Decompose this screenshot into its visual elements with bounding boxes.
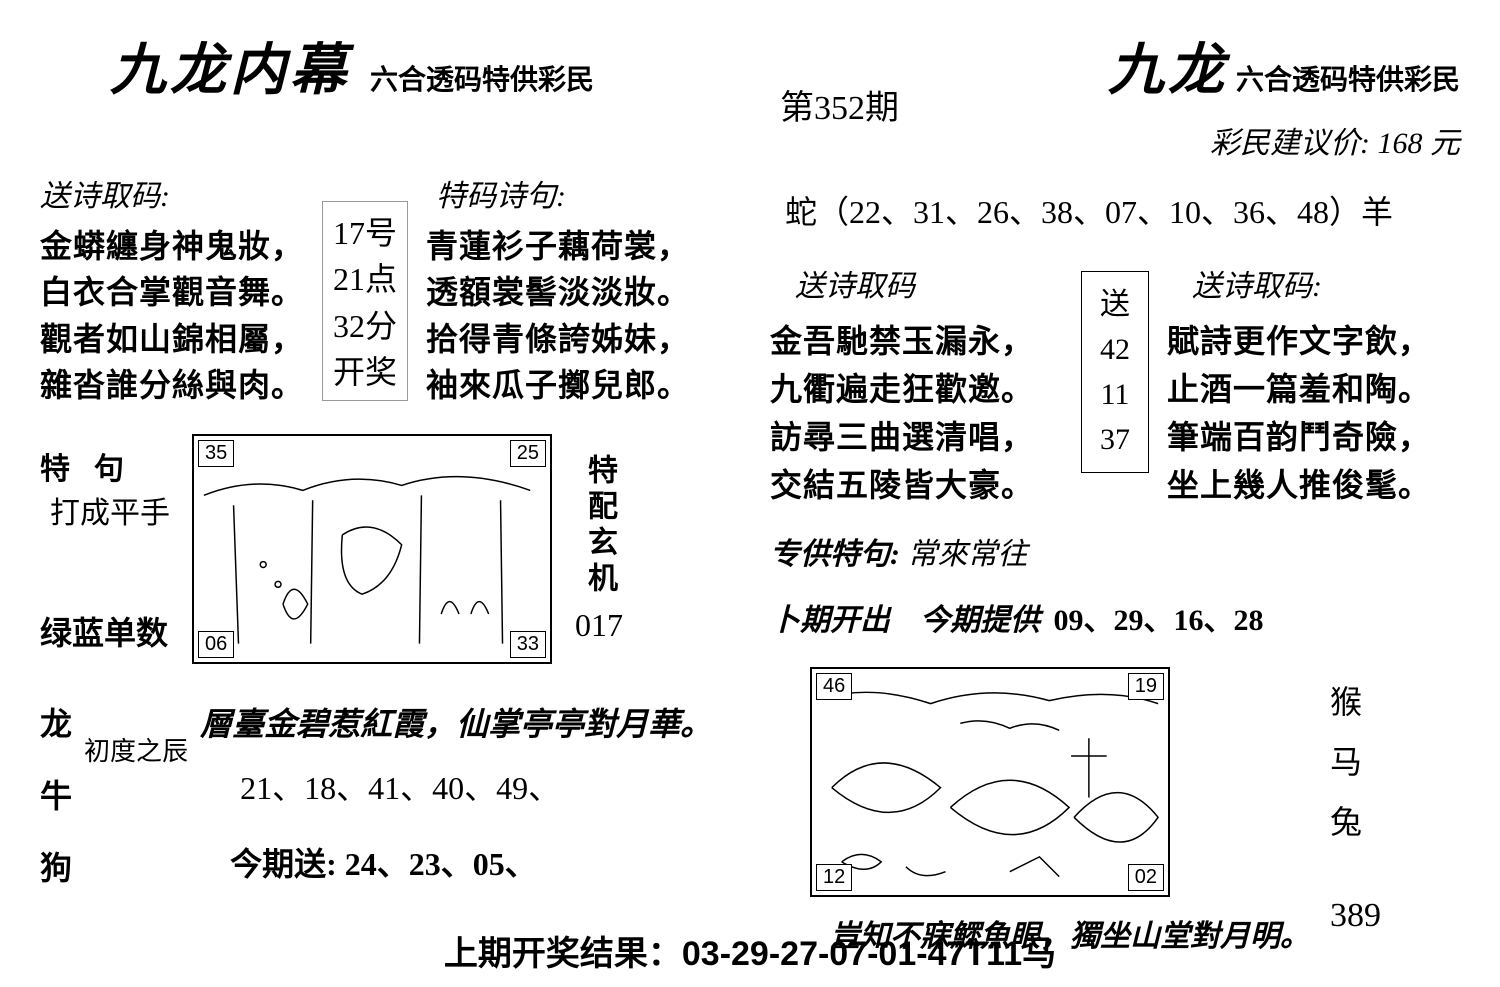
sendbox-cell: 37 — [1100, 417, 1130, 462]
left-zodiac-column: 龙 牛 狗 — [40, 699, 72, 889]
corner-br: 33 — [510, 631, 546, 658]
mid-label-bottom: 绿蓝单数 — [40, 608, 180, 654]
right-send-box: 送 42 11 37 — [1081, 271, 1149, 473]
left-number-box: 17号 21点 32分 开奖 — [322, 201, 408, 401]
right-poem-right: 送诗取码: 賦詩更作文字飲， 止酒一篇羞和陶。 筆端百韵鬥奇險， 坐上幾人推俊髦… — [1167, 261, 1460, 509]
right-subtitle: 六合透码特供彩民 — [1236, 58, 1460, 98]
right-sketch-box: 46 19 12 02 — [810, 667, 1170, 897]
mid-vertical-label: 特配玄机 — [577, 454, 621, 598]
provide-numbers: 09、29、16、28 — [1054, 604, 1264, 637]
poem2-line: 青蓮衫子藕荷裳， — [426, 223, 690, 269]
zodiac-item: 猴 — [1330, 677, 1381, 723]
mid-number: 017 — [575, 607, 623, 644]
r-poemR-line: 止酒一篇羞和陶。 — [1167, 365, 1460, 413]
tj-value: 常來常往 — [908, 538, 1028, 571]
zodiac-item: 龙 — [40, 699, 72, 745]
tj-label: 专供特句: — [770, 538, 900, 571]
left-couplet: 層臺金碧惹紅霞，仙掌亭亭對月華。 — [200, 699, 730, 745]
r-poemL-line: 金吾馳禁玉漏永， — [770, 317, 1063, 365]
poem1-line: 金蟒纏身神鬼妝， — [40, 223, 304, 269]
r-poemR-header: 送诗取码: — [1192, 261, 1460, 305]
corner-br: 02 — [1128, 864, 1164, 891]
poem2-line: 拾得青條誇姊妹， — [426, 316, 690, 362]
zodiac-item: 狗 — [40, 843, 72, 889]
left-title: 九龙内幕 — [110, 25, 350, 106]
poem1-line: 白衣合掌觀音舞。 — [40, 269, 304, 315]
r-poemL-line: 交結五陵皆大豪。 — [770, 461, 1063, 509]
right-sketch-doodle — [812, 669, 1168, 896]
left-send-line: 今期送: 24、23、05、 — [230, 839, 730, 885]
zodiac-item: 牛 — [40, 771, 72, 817]
r-poemL-line: 訪尋三曲選清唱， — [770, 413, 1063, 461]
left-poem-1: 送诗取码: 金蟒纏身神鬼妝， 白衣合掌觀音舞。 觀者如山錦相屬， 雜沓誰分絲與肉… — [40, 171, 304, 409]
zodiac-number-line: 蛇（22、31、26、38、07、10、36、48）羊 — [785, 187, 1460, 233]
left-sketch-doodle — [194, 436, 550, 663]
footer-result: 上期开奖结果：03-29-27-07-01-47T11马 — [0, 926, 1500, 975]
numbox-cell: 17号 — [333, 210, 397, 256]
poem2-header: 特码诗句: — [436, 171, 690, 215]
cdzc-label: 初度之辰 — [84, 735, 188, 889]
price-line: 彩民建议价: 168 元 — [1108, 118, 1460, 162]
r-poemL-header: 送诗取码 — [795, 261, 1063, 305]
right-title: 九龙 — [1108, 25, 1228, 106]
r-poemR-line: 坐上幾人推俊髦。 — [1167, 461, 1460, 509]
r-poemR-line: 賦詩更作文字飲， — [1167, 317, 1460, 365]
special-phrase-line: 专供特句: 常來常往 — [770, 529, 1460, 573]
left-sketch-box: 35 25 06 33 — [192, 434, 552, 664]
corner-bl: 12 — [816, 864, 852, 891]
numbox-cell: 32分 — [333, 303, 397, 349]
prev-a: 卜期开出 — [770, 604, 890, 637]
issue-number: 第352期 — [780, 80, 899, 129]
r-poemR-line: 筆端百韵鬥奇險， — [1167, 413, 1460, 461]
sendbox-cell: 11 — [1100, 372, 1130, 417]
poem2-line: 袖來瓜子擲兒郎。 — [426, 362, 690, 408]
zodiac-item: 兔 — [1330, 797, 1381, 843]
corner-tr: 25 — [510, 440, 546, 467]
left-number-line: 21、18、41、40、49、 — [240, 763, 730, 809]
right-side-column: 猴 马 兔 389 — [1330, 667, 1381, 935]
poem2-line: 透額裳髻淡淡妝。 — [426, 269, 690, 315]
left-subtitle: 六合透码特供彩民 — [370, 58, 594, 98]
numbox-cell: 21点 — [333, 256, 397, 302]
mid-label-2: 打成平手 — [50, 488, 180, 532]
poem1-line: 觀者如山錦相屬， — [40, 316, 304, 362]
corner-bl: 06 — [198, 631, 234, 658]
zodiac-item: 马 — [1330, 737, 1381, 783]
provide-line: 卜期开出 今期提供 09、29、16、28 — [770, 595, 1460, 639]
poem1-line: 雜沓誰分絲與肉。 — [40, 362, 304, 408]
r-poemL-line: 九衢遍走狂歡邀。 — [770, 365, 1063, 413]
corner-tl: 46 — [816, 673, 852, 700]
sendbox-cell: 送 — [1100, 282, 1130, 327]
sendbox-cell: 42 — [1100, 327, 1130, 372]
corner-tr: 19 — [1128, 673, 1164, 700]
poem1-header: 送诗取码: — [40, 171, 304, 215]
mid-label-1: 特句 — [40, 444, 180, 488]
numbox-cell: 开奖 — [333, 349, 397, 395]
prev-b: 今期提供 — [920, 604, 1040, 637]
left-poem-2: 特码诗句: 青蓮衫子藕荷裳， 透額裳髻淡淡妝。 拾得青條誇姊妹， 袖來瓜子擲兒郎… — [426, 171, 690, 409]
right-poem-left: 送诗取码 金吾馳禁玉漏永， 九衢遍走狂歡邀。 訪尋三曲選清唱， 交結五陵皆大豪。 — [770, 261, 1063, 509]
corner-tl: 35 — [198, 440, 234, 467]
